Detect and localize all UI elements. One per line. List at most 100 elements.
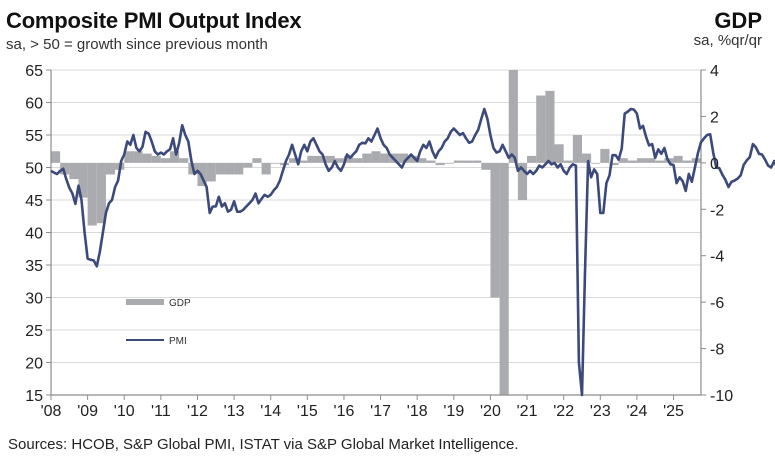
gdp-bar xyxy=(453,160,463,163)
source-note: Sources: HCOB, S&P Global PMI, ISTAT via… xyxy=(8,436,519,453)
x-tick-label: '15 xyxy=(297,403,318,420)
gdp-bar xyxy=(627,160,637,163)
x-tick-label: '11 xyxy=(151,403,171,420)
gdp-bar xyxy=(151,155,161,163)
legend-label-pmi: PMI xyxy=(169,336,187,347)
x-tick-label: '09 xyxy=(77,403,98,420)
gdp-bar xyxy=(655,160,665,163)
gdp-bar xyxy=(234,162,244,175)
gdp-bar xyxy=(408,155,418,163)
gdp-bar xyxy=(343,155,354,163)
gdp-bar xyxy=(462,160,473,163)
gdp-bar xyxy=(673,155,683,163)
gdp-bar xyxy=(270,162,280,164)
gdp-bar xyxy=(353,158,363,163)
gdp-bar xyxy=(572,135,582,163)
gdp-bar xyxy=(142,153,152,163)
right-tick-label: -8 xyxy=(710,342,724,359)
gdp-bar xyxy=(215,162,225,175)
gdp-bar xyxy=(243,162,253,168)
left-tick-label: 35 xyxy=(25,258,43,275)
gdp-bar xyxy=(591,162,601,164)
axes xyxy=(46,69,706,400)
gdp-bar xyxy=(527,155,537,163)
gdp-bar xyxy=(481,162,491,170)
x-tick-label: '13 xyxy=(224,403,245,420)
right-axis-title: GDP xyxy=(714,8,762,33)
x-tick-label: '17 xyxy=(370,403,391,420)
x-tick-label: '19 xyxy=(443,403,464,420)
right-axis-subtitle: sa, %qr/qr xyxy=(693,32,762,49)
gdp-bar xyxy=(96,162,106,224)
pmi-line-group xyxy=(50,107,775,397)
left-tick-label: 60 xyxy=(25,96,43,113)
tick-labels: 15 20 25 30 35 40 45 50 55 60 65 -10 -8 -6 -4 -2 0 2 4 '08 '… xyxy=(25,63,733,420)
gdp-bar xyxy=(206,162,216,182)
x-tick-label: '18 xyxy=(407,403,428,420)
gdp-bar xyxy=(426,160,436,163)
gdp-bar xyxy=(417,158,427,163)
x-tick-label: '12 xyxy=(187,403,208,420)
left-tick-label: 55 xyxy=(25,128,43,145)
right-tick-label: 2 xyxy=(710,109,719,126)
gdp-bar xyxy=(581,153,592,163)
right-tick-label: -4 xyxy=(710,249,724,266)
right-tick-label: 4 xyxy=(710,63,719,80)
left-tick-label: 40 xyxy=(25,226,43,243)
gdp-bar xyxy=(334,158,344,163)
gdp-bar xyxy=(609,162,619,166)
gdp-bar xyxy=(170,151,180,163)
gdp-bar xyxy=(289,158,299,163)
x-tick-label: '10 xyxy=(114,403,135,420)
left-tick-label: 20 xyxy=(25,356,43,373)
x-tick-label: '14 xyxy=(260,403,281,420)
gdp-bar xyxy=(316,155,326,163)
gdp-bar xyxy=(536,95,546,163)
x-tick-label: '08 xyxy=(41,403,62,420)
gdp-bar xyxy=(646,158,656,163)
gdp-bar xyxy=(298,160,308,163)
gdp-bar xyxy=(362,153,372,163)
legend: GDP PMI xyxy=(126,298,191,347)
gdp-bar xyxy=(499,162,509,395)
gdp-bar xyxy=(252,158,262,163)
gdp-bar xyxy=(554,144,564,163)
gdp-bar xyxy=(600,148,610,163)
right-tick-label: -10 xyxy=(710,388,733,405)
gdp-bar xyxy=(307,155,317,163)
x-tick-label: '24 xyxy=(626,403,647,420)
legend-label-gdp: GDP xyxy=(169,298,191,309)
gdp-bar xyxy=(371,151,381,163)
x-tick-label: '23 xyxy=(590,403,611,420)
gdp-bar xyxy=(380,153,390,163)
left-tick-label: 30 xyxy=(25,291,43,308)
gdp-bar xyxy=(325,155,335,163)
x-tick-label: '20 xyxy=(480,403,501,420)
x-tick-label: '21 xyxy=(517,403,538,420)
gdp-bar xyxy=(69,162,79,180)
gdp-bar xyxy=(490,162,500,298)
gdp-bar xyxy=(508,70,518,163)
gdp-bar xyxy=(124,151,134,163)
gdp-bar xyxy=(87,162,97,226)
gdp-bar xyxy=(435,162,445,166)
gdp-bar xyxy=(133,151,143,163)
gdp-bar xyxy=(224,162,235,175)
left-tick-label: 15 xyxy=(25,388,43,405)
legend-swatch-gdp xyxy=(126,299,164,305)
left-tick-label: 50 xyxy=(25,161,43,178)
x-tick-label: '25 xyxy=(663,403,684,420)
left-tick-label: 25 xyxy=(25,323,43,340)
chart-subtitle: sa, > 50 = growth since previous month xyxy=(6,36,268,53)
gdp-bar xyxy=(618,158,628,163)
gdp-bar xyxy=(160,158,171,163)
gdp-bar xyxy=(472,160,482,163)
gdp-bar xyxy=(51,151,61,163)
gdp-bar xyxy=(398,153,409,163)
gdp-bar xyxy=(60,162,70,175)
gdp-bar xyxy=(261,162,271,175)
gdp-bar xyxy=(545,90,555,163)
gdp-bar xyxy=(78,162,88,198)
gdp-bar xyxy=(444,162,454,164)
